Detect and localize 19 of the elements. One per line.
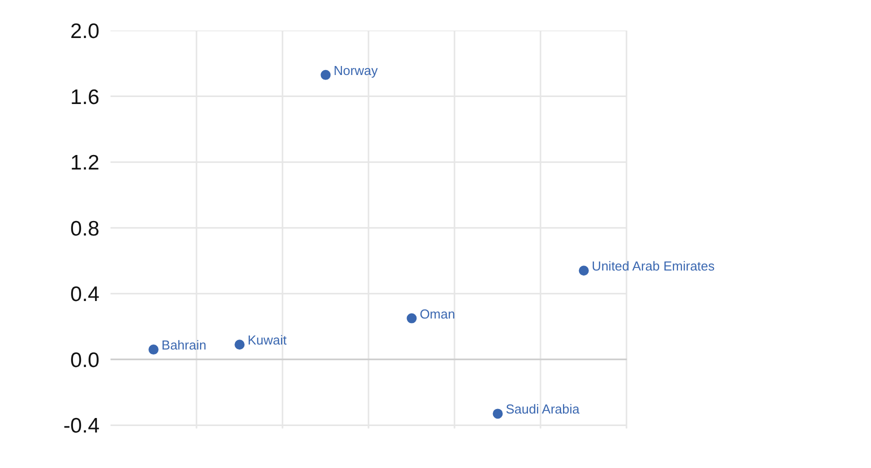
point — [234, 340, 245, 350]
series-label: Oman — [420, 306, 456, 322]
y-tick-label: -0.4 — [63, 414, 100, 438]
y-tick-label: 0.8 — [70, 217, 100, 240]
series-label: United Arab Emirates — [592, 258, 716, 274]
y-tick-label: 1.2 — [70, 152, 100, 175]
point — [148, 344, 159, 355]
point — [578, 266, 589, 276]
y-tick-label: 2.0 — [70, 20, 100, 43]
point — [492, 408, 503, 419]
point — [406, 313, 417, 324]
y-tick-label: 1.6 — [70, 86, 100, 109]
y-tick-label: 0.4 — [70, 283, 100, 306]
point — [320, 70, 331, 80]
series-label: Saudi Arabia — [506, 402, 580, 417]
series-label: Bahrain — [162, 338, 206, 353]
y-tick-label: 0.0 — [70, 348, 100, 372]
series-label: Norway — [334, 62, 378, 78]
series-label: Kuwait — [248, 332, 287, 348]
